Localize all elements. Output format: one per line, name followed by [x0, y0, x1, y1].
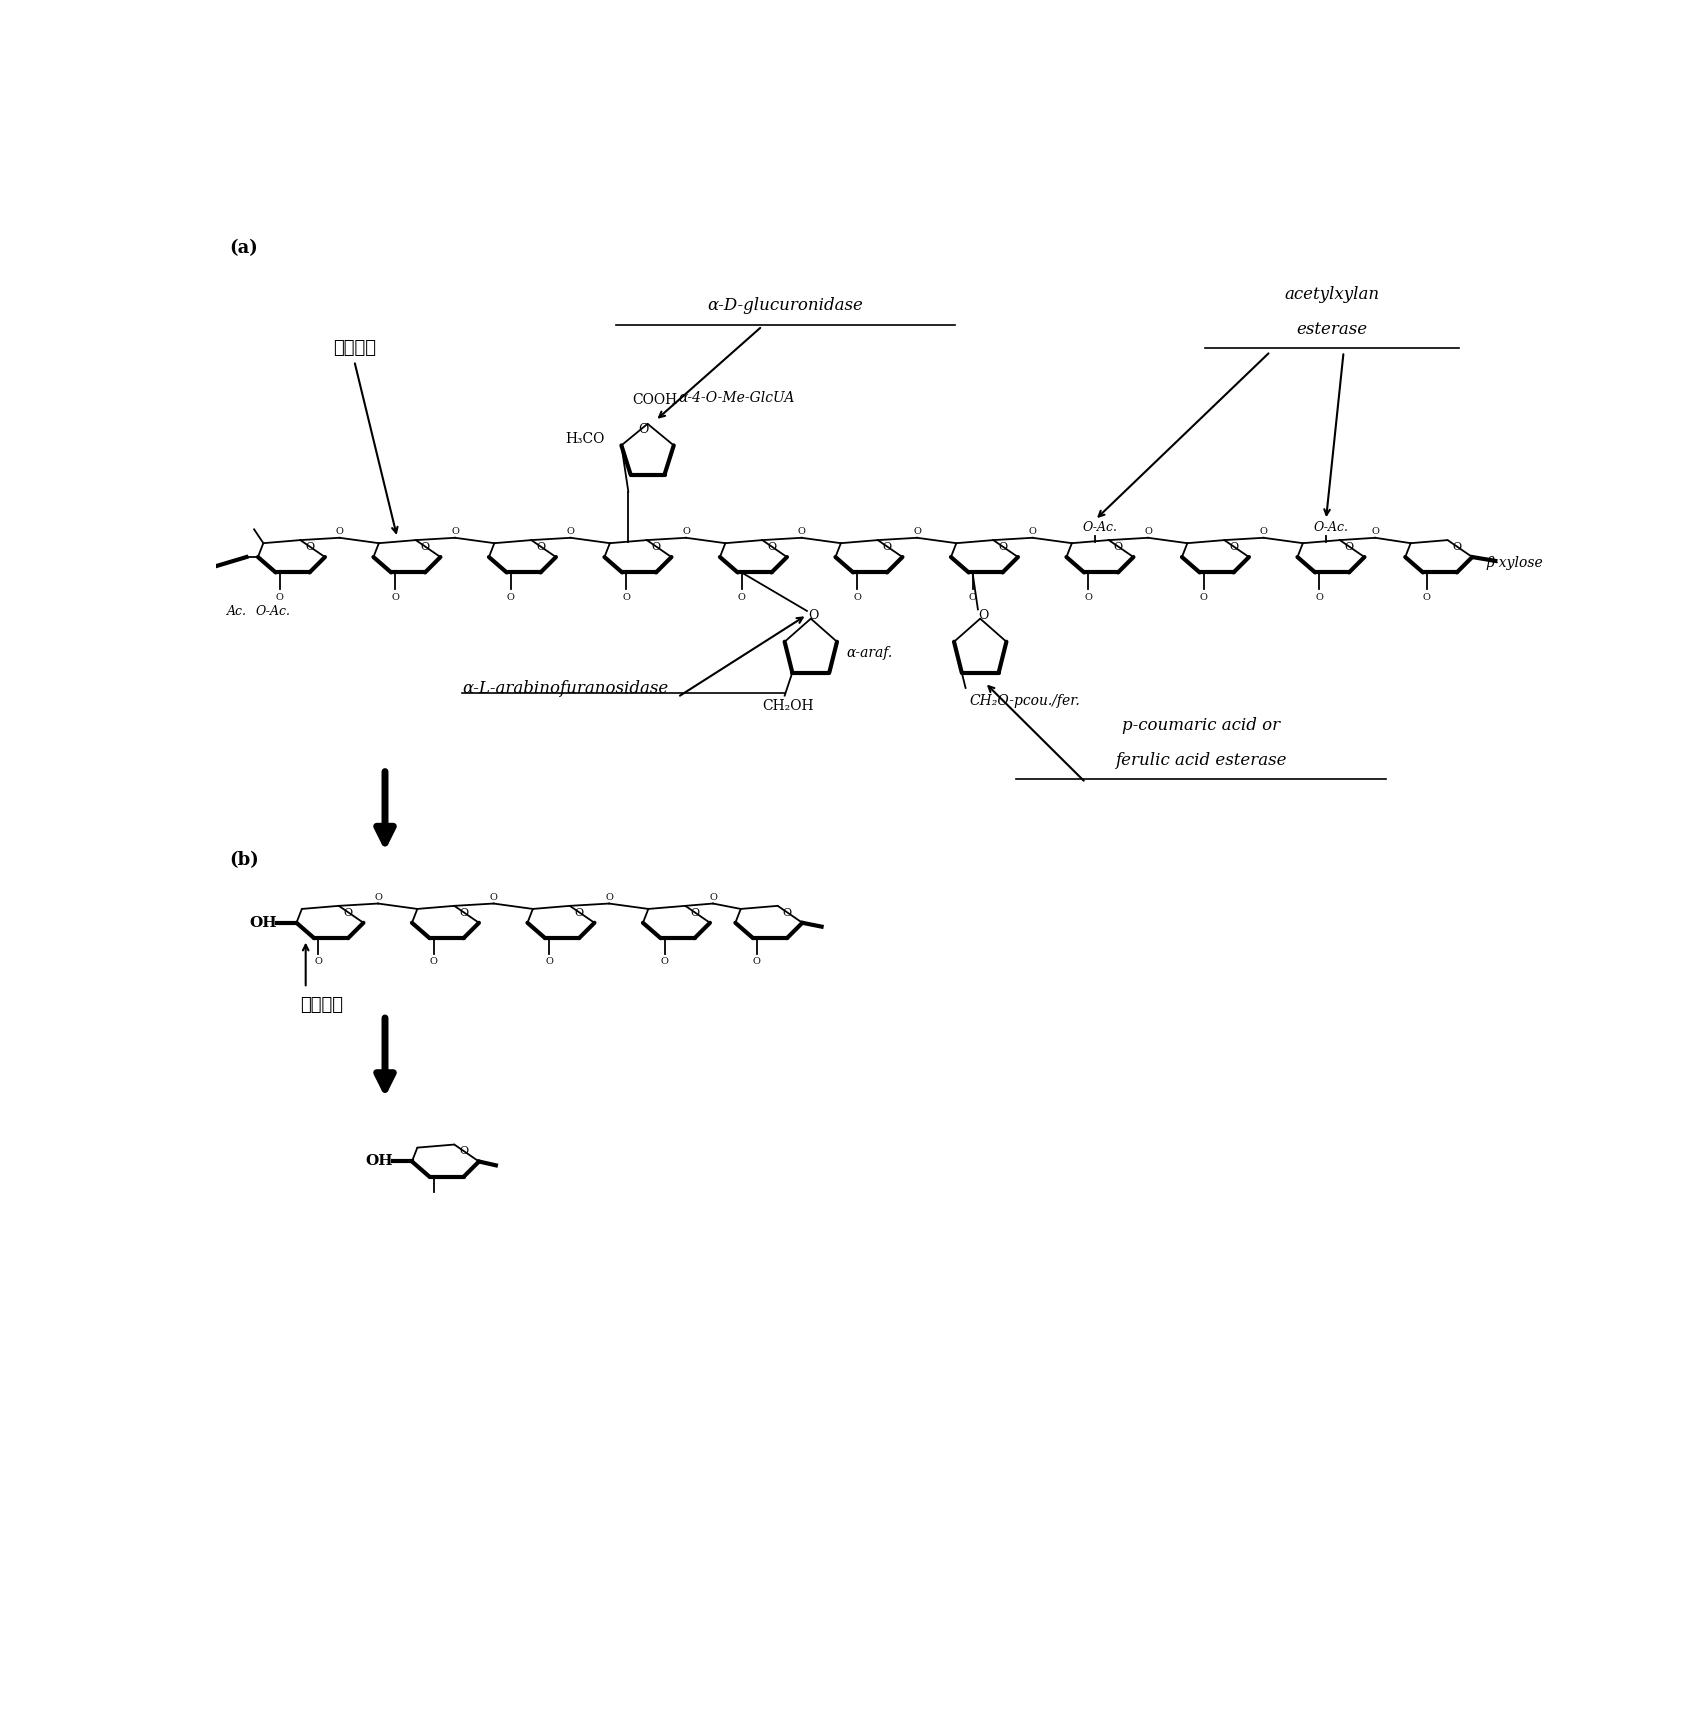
Text: O: O — [391, 594, 399, 602]
Text: O-Ac.: O-Ac. — [1314, 522, 1348, 534]
Text: O-Ac.: O-Ac. — [1082, 522, 1118, 534]
Text: O: O — [1422, 594, 1431, 602]
Text: β-xylose: β-xylose — [1486, 556, 1542, 570]
Text: O: O — [1084, 594, 1092, 602]
Text: O: O — [709, 892, 717, 901]
Text: O: O — [605, 892, 614, 901]
Text: O: O — [768, 542, 776, 553]
Text: O: O — [1145, 527, 1152, 535]
Text: O: O — [681, 527, 690, 535]
Text: O: O — [1028, 527, 1037, 535]
Text: O: O — [808, 609, 818, 623]
Text: acetylxylan: acetylxylan — [1285, 287, 1380, 304]
Text: O: O — [421, 542, 430, 553]
Text: Ac.: Ac. — [227, 604, 247, 618]
Text: O: O — [737, 594, 746, 602]
Text: O: O — [575, 908, 583, 918]
Text: O: O — [969, 594, 976, 602]
Text: O: O — [458, 1146, 468, 1157]
Text: COOH: COOH — [632, 393, 678, 407]
Text: p-coumaric acid or: p-coumaric acid or — [1123, 717, 1280, 734]
Text: O: O — [1344, 542, 1353, 553]
Text: O: O — [1229, 542, 1238, 553]
Text: OH: OH — [365, 1155, 392, 1169]
Text: O: O — [1260, 527, 1268, 535]
Text: ferulic acid esterase: ferulic acid esterase — [1116, 752, 1287, 769]
Text: O: O — [536, 542, 545, 553]
Text: O: O — [304, 542, 315, 553]
Text: OH: OH — [250, 916, 277, 930]
Text: (b): (b) — [230, 851, 259, 868]
Text: O: O — [1199, 594, 1207, 602]
Text: O: O — [315, 958, 321, 966]
Text: O: O — [852, 594, 861, 602]
Text: O: O — [343, 908, 353, 918]
Text: O: O — [639, 424, 649, 436]
Text: O: O — [374, 892, 382, 901]
Text: O: O — [1453, 542, 1461, 553]
Text: O: O — [752, 958, 761, 966]
Text: O: O — [783, 908, 791, 918]
Text: O: O — [451, 527, 458, 535]
Text: O: O — [458, 908, 468, 918]
Text: O-Ac.: O-Ac. — [255, 604, 291, 618]
Text: O: O — [507, 594, 514, 602]
Text: H₃CO: H₃CO — [565, 432, 604, 446]
Text: α-D-glucuronidase: α-D-glucuronidase — [707, 297, 864, 314]
Text: O: O — [798, 527, 805, 535]
Text: O: O — [622, 594, 631, 602]
Text: O: O — [545, 958, 553, 966]
Text: O: O — [1316, 594, 1322, 602]
Text: O: O — [883, 542, 891, 553]
Text: 木糖苷酵: 木糖苷酵 — [301, 995, 343, 1014]
Text: O: O — [913, 527, 922, 535]
Text: O: O — [1113, 542, 1123, 553]
Text: α-L-arabinofuranosidase: α-L-arabinofuranosidase — [462, 680, 668, 697]
Text: O: O — [335, 527, 343, 535]
Text: O: O — [690, 908, 698, 918]
Text: O: O — [998, 542, 1008, 553]
Text: O: O — [430, 958, 438, 966]
Text: esterase: esterase — [1297, 321, 1368, 338]
Text: O: O — [276, 594, 284, 602]
Text: O: O — [661, 958, 668, 966]
Text: (a): (a) — [230, 239, 259, 257]
Text: O: O — [490, 892, 497, 901]
Text: O: O — [1371, 527, 1380, 535]
Text: CH₂O-pcou./fer.: CH₂O-pcou./fer. — [969, 693, 1081, 709]
Text: α-4-O-Me-GlcUA: α-4-O-Me-GlcUA — [678, 391, 795, 405]
Text: CH₂OH: CH₂OH — [763, 700, 815, 714]
Text: O: O — [651, 542, 661, 553]
Text: O: O — [977, 609, 989, 623]
Text: 木聚糖酶: 木聚糖酶 — [333, 338, 375, 357]
Text: α-araf.: α-araf. — [846, 647, 893, 661]
Text: O: O — [566, 527, 575, 535]
